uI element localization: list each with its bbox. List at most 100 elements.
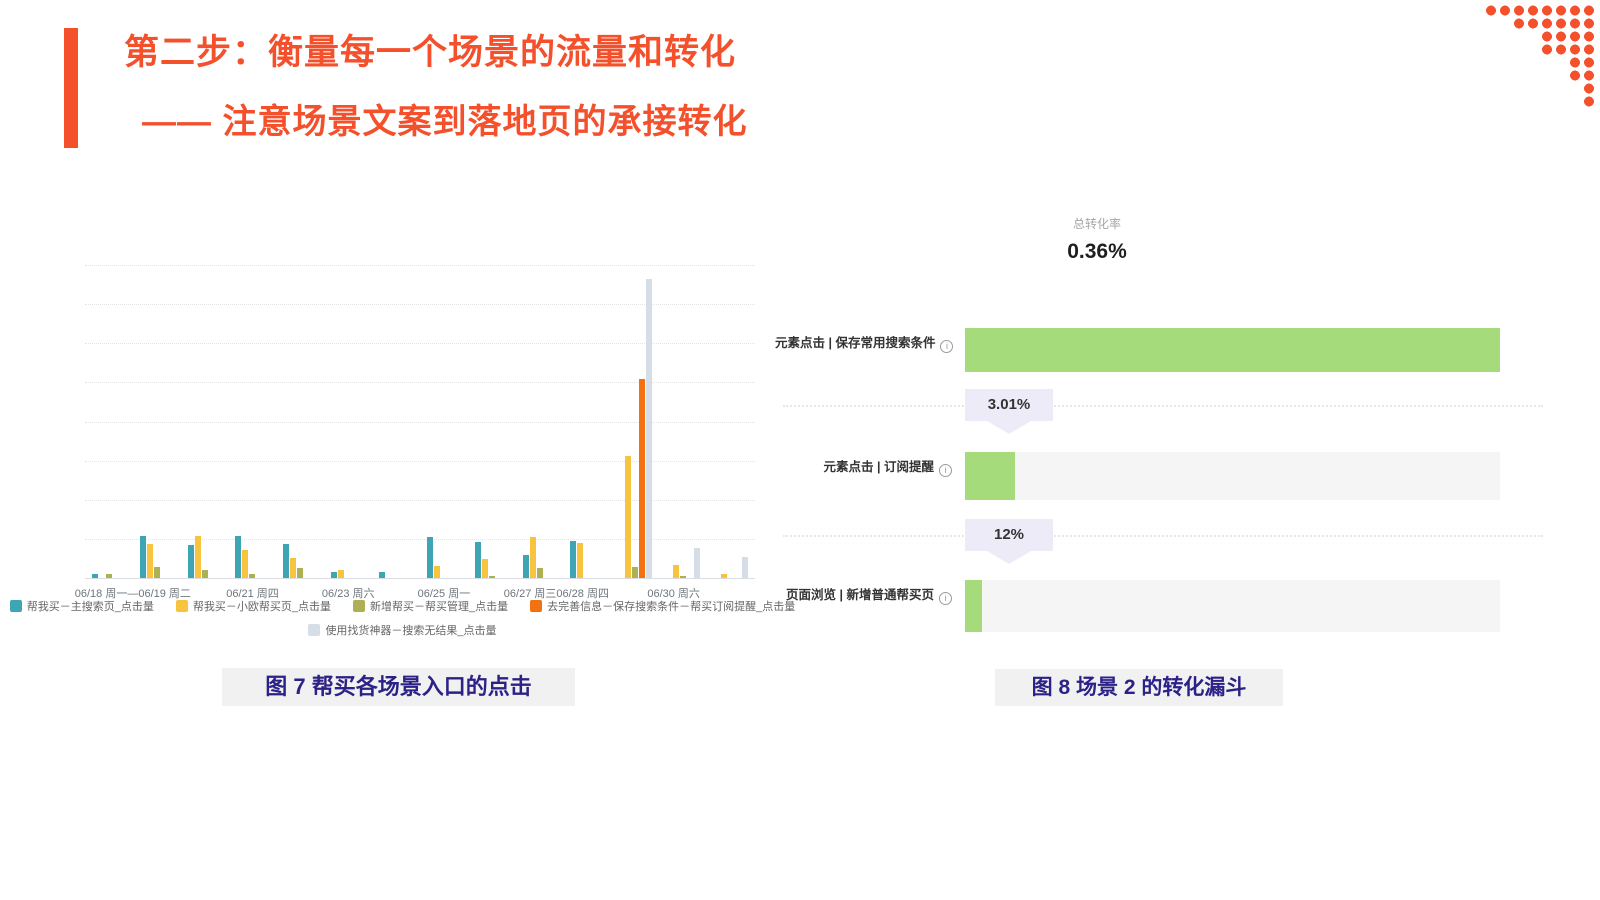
legend-item: 去完善信息－保存搜索条件－帮买订阅提醒_点击量 [530,598,795,614]
bar [153,567,160,578]
gridline [85,343,755,345]
x-axis-label: 06/27 周三06/28 周四 [503,588,609,600]
bar-slot [735,265,741,578]
bar [639,379,646,578]
bar-slot [673,265,680,578]
bar [536,567,543,578]
bar-slot [407,265,413,578]
funnel-step-text: 页面浏览 | 新增普通帮买页 [786,588,934,602]
bar [474,542,481,578]
bar-slot [400,265,406,578]
bar-slot [153,265,160,578]
bar-slot [194,265,201,578]
overall-rate-value: 0.36% [1067,240,1127,263]
bar-slot [235,265,242,578]
bar [297,567,304,578]
legend-swatch-teal [9,600,22,612]
bar-slot [359,265,365,578]
bar-chart-plot [85,265,755,579]
bar-slot [352,265,358,578]
bar [331,572,338,578]
funnel-step-2: 元素点击 | 订阅提醒 i [775,452,1550,500]
x-axis-label: 06/30 周六 [647,588,700,600]
bar-slot [591,265,597,578]
funnel-step-2-label: 元素点击 | 订阅提醒 i [775,456,952,477]
gridline [85,265,755,266]
legend-swatch-yellow [175,600,188,612]
bar [338,569,345,578]
funnel-step-3-bar [965,580,983,632]
info-icon: i [939,464,952,477]
bar-group-06/19 [133,265,181,578]
gridline [85,538,755,540]
bar-slot [646,265,653,578]
bar-slot [379,265,386,578]
bar-slot [331,265,338,578]
bar-slot [304,265,310,578]
bar-group-06/20 [181,265,229,578]
bar-slot [216,265,222,578]
gridline [85,460,755,462]
funnel-step-2-track [965,452,1500,500]
bar-slot [433,265,440,578]
bar [522,555,529,578]
bar-slot [386,265,392,578]
bar-slot [584,265,590,578]
bar-slot [146,265,153,578]
legend-label: 使用找货神器－搜索无结果_点击量 [325,625,497,637]
bar-slot [242,265,249,578]
transition-rate-badge-1: 3.01% [965,389,1053,421]
bar [187,545,194,578]
bar-slot [441,265,447,578]
bar-slot [742,265,749,578]
funnel-step-1-label: 元素点击 | 保存常用搜索条件 i [775,332,954,353]
bar-group-06/26 [468,265,516,578]
bar-slot [201,265,208,578]
x-axis-label: 06/21 周四 [226,588,279,600]
bar-slot [474,265,481,578]
overall-rate-label: 总转化率 [1072,217,1121,231]
bar-group-06/29 [611,265,659,578]
bar-slot [503,265,509,578]
legend-item: 帮我买－主搜索页_点击量 [9,598,154,614]
bar [529,537,536,578]
bar-slot [714,265,720,578]
bar [290,557,297,578]
bar-group-06/18 [85,265,133,578]
bar-group-06/23 [324,265,372,578]
bar-slot [618,265,624,578]
funnel-step-3-label: 页面浏览 | 新增普通帮买页 i [775,584,952,605]
bar-slot [666,265,672,578]
legend-label: 帮我买－小欧帮买页_点击量 [192,601,331,613]
bar-slot [625,265,632,578]
bar-slot [522,265,529,578]
bar [570,541,577,578]
legend-label: 帮我买－主搜索页_点击量 [26,601,154,613]
bar [201,570,208,578]
legend-label: 去完善信息－保存搜索条件－帮买订阅提醒_点击量 [547,601,796,613]
funnel-step-text: 元素点击 | 订阅提醒 [823,460,934,474]
bar-slot [99,265,105,578]
bar-slot [345,265,351,578]
bar [194,535,201,578]
bar-slot [426,265,433,578]
bar [105,574,112,578]
bar-slot [639,265,646,578]
bar-group-06/25 [420,265,468,578]
slide-title-line1: 第二步：衡量每一个场景的流量和转化 [124,33,737,72]
slide-title-line2: —— 注意场景文案到落地页的承接转化 [142,103,748,141]
legend-label: 新增帮买－帮买管理_点击量 [370,601,509,613]
funnel-step-1-bar [965,328,1500,372]
bar-slot [536,265,543,578]
legend-item: 帮我买－小欧帮买页_点击量 [175,598,331,614]
bar [646,279,653,578]
bar-slot [113,265,119,578]
x-axis-label: 06/23 周六 [321,588,375,600]
bar [694,548,701,578]
bar-slot [488,265,495,578]
bar-slot [598,265,604,578]
title-accent-bar [64,28,78,148]
bar-slot [168,265,174,578]
funnel-step-1-track [965,328,1500,372]
bar-slot [105,265,112,578]
